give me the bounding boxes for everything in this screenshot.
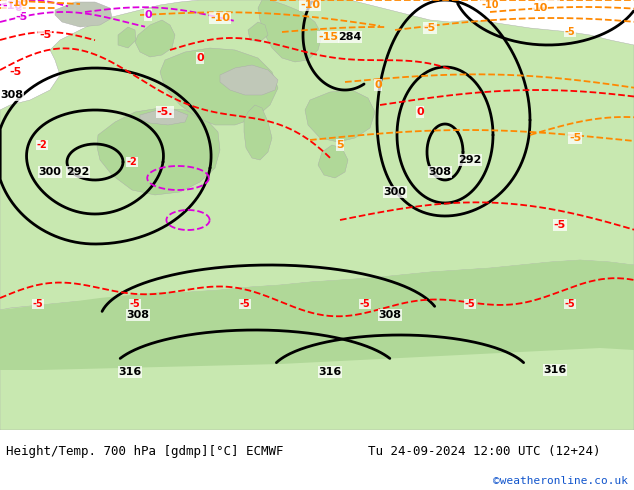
Text: 316: 316 [318,367,342,377]
Polygon shape [97,108,220,195]
Text: -5: -5 [129,299,140,309]
Text: -5: -5 [16,12,28,22]
Text: 0: 0 [144,10,152,20]
Text: 292: 292 [67,167,89,177]
Text: 316: 316 [543,365,567,375]
Polygon shape [55,2,112,27]
Polygon shape [258,0,322,62]
Polygon shape [135,20,175,57]
Text: -15: -15 [318,32,338,42]
Polygon shape [305,90,375,142]
Text: -5: -5 [569,133,581,143]
Text: 308: 308 [378,310,401,320]
Text: ©weatheronline.co.uk: ©weatheronline.co.uk [493,476,628,486]
Polygon shape [318,145,348,178]
Text: 0: 0 [416,107,424,117]
Text: -10: -10 [481,0,499,10]
Polygon shape [248,22,268,42]
Polygon shape [160,48,278,125]
Text: Tu 24-09-2024 12:00 UTC (12+24): Tu 24-09-2024 12:00 UTC (12+24) [368,444,600,458]
Text: -10: -10 [210,13,230,23]
Text: -5: -5 [32,299,43,309]
Text: 308: 308 [1,90,23,100]
Text: -5: -5 [424,23,436,33]
Polygon shape [118,27,136,48]
Polygon shape [0,260,634,430]
Text: 0: 0 [14,3,22,13]
Text: -5: -5 [465,299,476,309]
Text: -5: -5 [240,299,250,309]
Text: -5: -5 [554,220,566,230]
Text: 292: 292 [458,155,482,165]
Text: 308: 308 [429,167,451,177]
Polygon shape [0,260,634,370]
Text: -10: -10 [300,0,320,10]
Text: Height/Temp. 700 hPa [gdmp][°C] ECMWF: Height/Temp. 700 hPa [gdmp][°C] ECMWF [6,444,284,458]
Text: -10: -10 [2,1,22,11]
Text: -5: -5 [359,299,370,309]
Polygon shape [0,0,634,430]
Text: 308: 308 [127,310,150,320]
Polygon shape [140,110,188,125]
Text: 300: 300 [39,167,61,177]
Text: -10: -10 [8,0,28,8]
Text: 284: 284 [339,32,361,42]
Text: -5.: -5. [157,107,173,117]
Text: -5: -5 [9,67,21,77]
Text: 5: 5 [336,140,344,150]
Text: -5: -5 [565,299,576,309]
Text: 0: 0 [374,80,382,90]
Text: 0: 0 [196,53,204,63]
Text: -5: -5 [39,30,51,40]
Text: -2: -2 [37,140,48,150]
Polygon shape [220,65,278,95]
Polygon shape [244,105,272,160]
Text: 300: 300 [384,187,406,197]
Text: -2: -2 [127,157,138,167]
Text: -5: -5 [565,27,576,37]
Text: 316: 316 [119,367,141,377]
Text: 10: 10 [533,3,548,13]
